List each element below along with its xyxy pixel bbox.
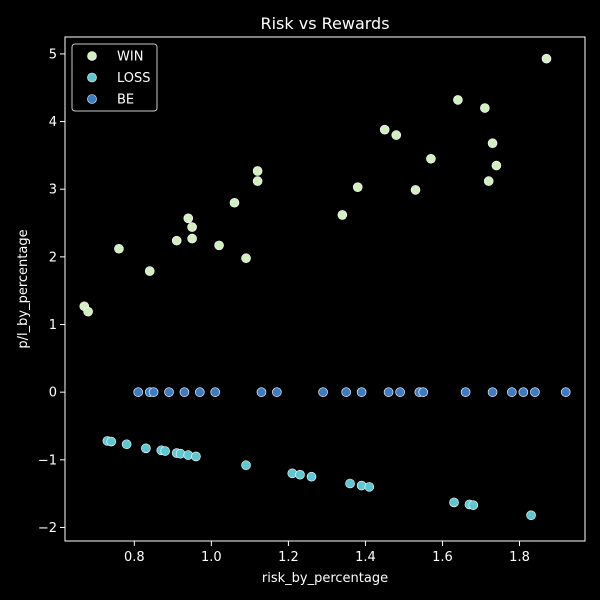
data-point-win [183, 213, 194, 224]
x-axis-label: risk_by_percentage [262, 571, 388, 586]
data-point-be [318, 387, 328, 397]
y-tick-label: −1 [38, 453, 57, 468]
data-point-win [252, 176, 263, 186]
data-point-win [379, 124, 390, 135]
data-point-win [491, 160, 502, 171]
data-point-loss [106, 436, 117, 447]
data-point-loss [121, 439, 132, 450]
data-point-be [395, 387, 405, 397]
legend-box [71, 43, 158, 112]
data-point-loss [191, 451, 201, 462]
data-point-loss [364, 482, 375, 492]
y-tick-label: 1 [49, 318, 57, 333]
legend: WIN LOSS BE [71, 43, 158, 112]
data-point-win [171, 235, 182, 246]
data-point-be [487, 387, 498, 397]
data-point-win [426, 153, 436, 164]
data-point-loss [449, 497, 459, 508]
y-tick-label: 3 [49, 183, 57, 198]
data-point-loss [306, 471, 317, 482]
y-tick-label: −2 [38, 521, 57, 536]
data-point-win [410, 185, 421, 195]
y-tick-label: 0 [49, 386, 57, 401]
data-point-be [341, 387, 351, 397]
data-point-be [530, 387, 540, 397]
x-tick-label: 1.0 [201, 550, 222, 565]
data-point-loss [345, 478, 355, 489]
data-point-win [187, 233, 197, 244]
data-point-win [83, 306, 93, 317]
data-point-loss [141, 443, 151, 454]
data-point-win [352, 182, 363, 192]
y-tick-label: 2 [49, 250, 57, 265]
data-point-be [210, 387, 221, 397]
data-point-win [187, 222, 197, 232]
data-point-be [148, 387, 159, 397]
data-point-win [144, 266, 155, 276]
data-point-win [480, 103, 490, 113]
data-point-win [453, 95, 463, 105]
data-point-loss [468, 500, 479, 510]
data-point-be [164, 387, 174, 397]
y-axis-label: p/l_by_percentage [16, 229, 31, 348]
data-point-win [483, 176, 494, 186]
x-tick-label: 1.4 [355, 550, 376, 565]
data-point-be [507, 387, 517, 397]
x-tick-label: 1.6 [432, 550, 453, 565]
data-point-be [460, 387, 471, 397]
y-tick-label: 4 [49, 115, 57, 130]
data-point-be [195, 387, 205, 397]
data-point-be [356, 387, 367, 397]
x-tick-label: 0.8 [124, 550, 145, 565]
x-tick-label: 1.2 [278, 550, 299, 565]
data-point-be [256, 387, 267, 397]
chart-title: Risk vs Rewards [260, 14, 389, 33]
data-point-be [133, 387, 143, 397]
data-point-win [241, 253, 251, 264]
data-point-win [214, 240, 224, 251]
data-point-win [487, 138, 498, 149]
data-point-loss [295, 469, 305, 480]
data-point-win [541, 53, 552, 64]
data-point-be [179, 387, 190, 397]
data-point-win [229, 197, 240, 208]
legend-marker-loss [87, 72, 97, 83]
data-point-win [337, 210, 348, 220]
data-point-win [252, 166, 263, 176]
data-point-be [560, 387, 571, 397]
data-point-be [518, 387, 529, 397]
data-point-be [383, 387, 394, 397]
legend-marker-be [87, 94, 97, 104]
data-point-be [272, 387, 282, 397]
x-tick-label: 1.8 [509, 550, 530, 565]
legend-label-be: BE [117, 93, 134, 108]
legend-label-win: WIN [117, 50, 143, 65]
legend-marker-win [87, 51, 97, 61]
y-tick-label: 5 [49, 47, 57, 62]
data-point-loss [241, 460, 251, 471]
data-point-loss [526, 510, 536, 521]
data-point-win [114, 243, 124, 254]
data-point-loss [160, 446, 170, 456]
data-point-be [418, 387, 429, 397]
plot-frame [64, 36, 586, 542]
data-point-win [391, 130, 402, 140]
legend-label-loss: LOSS [117, 71, 151, 86]
